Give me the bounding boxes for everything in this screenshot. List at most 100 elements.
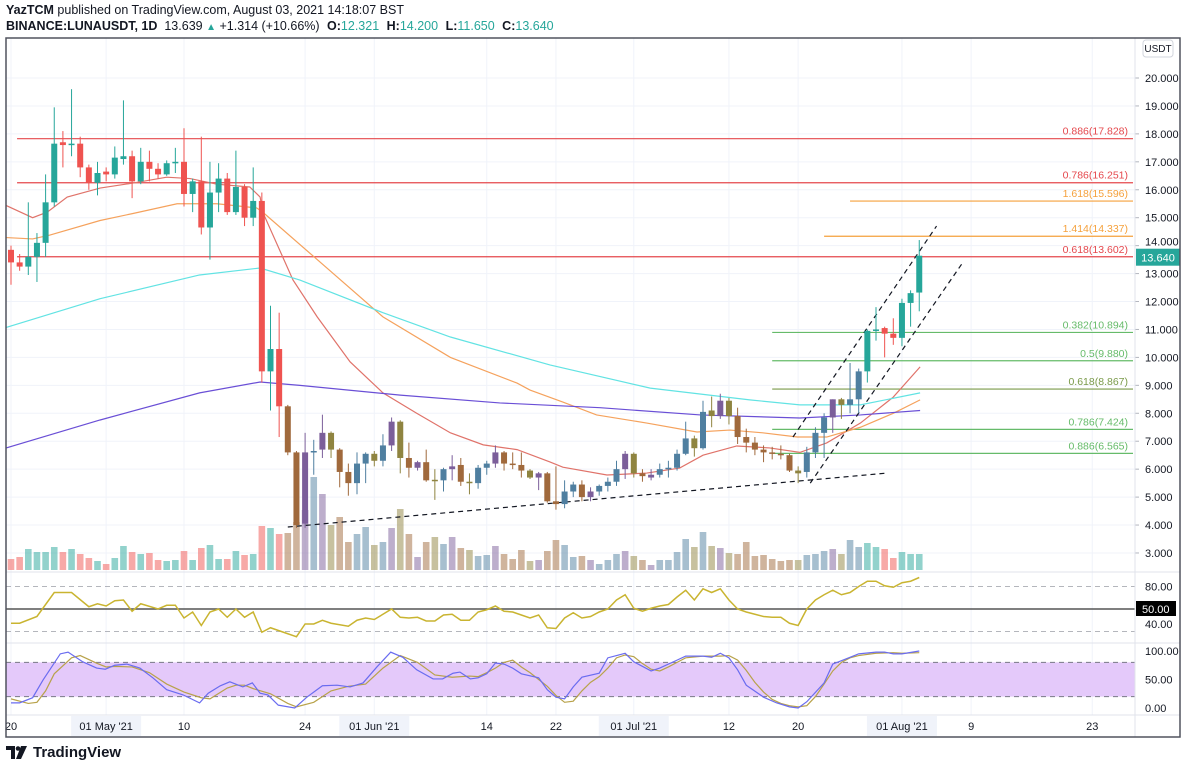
price-tick-label: 3.000 (1145, 548, 1173, 560)
candle-body (68, 143, 75, 146)
volume-bar (881, 549, 888, 570)
time-tick-label: 20 (792, 721, 804, 733)
volume-bar (855, 547, 862, 570)
candle-body (552, 501, 559, 505)
candle-body (42, 202, 49, 243)
volume-bar (751, 556, 759, 570)
volume-bar (94, 561, 101, 570)
candle-body (423, 462, 430, 481)
volume-bar (414, 557, 421, 570)
volume-bar (111, 558, 119, 570)
volume-bar (59, 552, 67, 570)
candle-body (821, 417, 828, 433)
candle-body (371, 453, 378, 461)
candle-body (509, 463, 516, 466)
volume-bar (595, 564, 603, 570)
volume-bar (215, 559, 222, 570)
candle-body (258, 200, 265, 372)
time-tick-label: 24 (299, 721, 311, 733)
candle-body (656, 469, 663, 475)
volume-bar (898, 552, 906, 570)
volume-bar (838, 554, 845, 570)
tradingview-logo[interactable]: TradingView (6, 744, 121, 761)
open-value: 12.321 (340, 19, 380, 33)
candle-body (630, 453, 637, 474)
candle-body (362, 453, 369, 464)
volume-bar (725, 553, 733, 570)
candle-body (466, 481, 473, 484)
fib-level-label: 0.886(17.828) (1063, 126, 1128, 138)
candle-body (639, 473, 646, 477)
last-price-label: 13.640 (1141, 253, 1175, 265)
candle-body (847, 399, 854, 405)
candle-body (812, 432, 819, 453)
volume-bar (146, 553, 153, 570)
candle-body (561, 491, 568, 505)
candles (8, 89, 923, 528)
time-tick-label: 12 (723, 721, 735, 733)
candle-body (881, 328, 888, 334)
candle-body (501, 452, 508, 464)
candle-body (345, 471, 352, 484)
volume-bar (915, 554, 923, 570)
candle-body (622, 453, 629, 470)
volume-bar (760, 555, 767, 570)
time-label-bg (339, 716, 410, 736)
volume-bar (569, 557, 577, 570)
volume-bar (708, 546, 715, 570)
price-tick-label: 9.000 (1145, 380, 1173, 392)
candle-body (405, 457, 412, 468)
candle-body (604, 481, 611, 486)
published-text: published on TradingView.com, August 03,… (57, 3, 404, 17)
volume-bar (85, 558, 93, 570)
grid (6, 38, 1135, 715)
volume-bar (864, 543, 871, 570)
candle-body (77, 143, 84, 168)
candle-body (25, 256, 32, 267)
volume-bar (405, 534, 413, 570)
time-label-bg (866, 716, 937, 736)
candle-body (163, 163, 170, 175)
volume-bar (68, 549, 75, 570)
volume-bar (647, 565, 655, 570)
candle-body (354, 463, 360, 484)
candle-body (397, 421, 404, 458)
price-tick-label: 19.000 (1145, 101, 1179, 113)
candle-body (94, 172, 101, 183)
price-tick-label: 12.000 (1145, 297, 1179, 309)
candle-body (33, 242, 40, 257)
ma100-line (6, 267, 921, 406)
volume-bar (535, 560, 542, 570)
support-trendline (287, 472, 888, 528)
volume-bar (872, 547, 880, 570)
price-tick-label: 13.000 (1145, 269, 1179, 281)
candle-body (250, 200, 257, 218)
candle-body (276, 349, 283, 407)
axes: 20.000 19.000 18.000 17.000 16.000 15.000 14.0… (5, 38, 1180, 737)
volume-bars (7, 477, 923, 570)
price-tick-label: 6.000 (1145, 464, 1173, 476)
candle-body (691, 438, 698, 449)
volume-bar (431, 537, 439, 570)
volume-bar (336, 517, 343, 570)
candle-body (734, 416, 741, 438)
volume-bar (258, 526, 266, 570)
volume-bar (500, 554, 508, 570)
author-name[interactable]: YazTCM (6, 3, 54, 17)
price-tick-label: 8.000 (1145, 408, 1173, 420)
price-tick-label: 5.000 (1145, 492, 1173, 504)
candle-body (570, 484, 577, 492)
candle-body (717, 400, 724, 417)
candle-body (786, 455, 793, 471)
volume-bar (699, 532, 707, 570)
fib-level-label: 0.618(8.867) (1068, 376, 1128, 388)
candle-body (665, 467, 672, 470)
candle-body (328, 432, 335, 450)
volume-bar (717, 548, 724, 570)
ma50-line (6, 203, 921, 438)
time-tick-label: 22 (550, 721, 562, 733)
candle-body (111, 157, 118, 175)
open-label: O: (327, 19, 341, 33)
time-tick-label: 23 (1086, 721, 1098, 733)
